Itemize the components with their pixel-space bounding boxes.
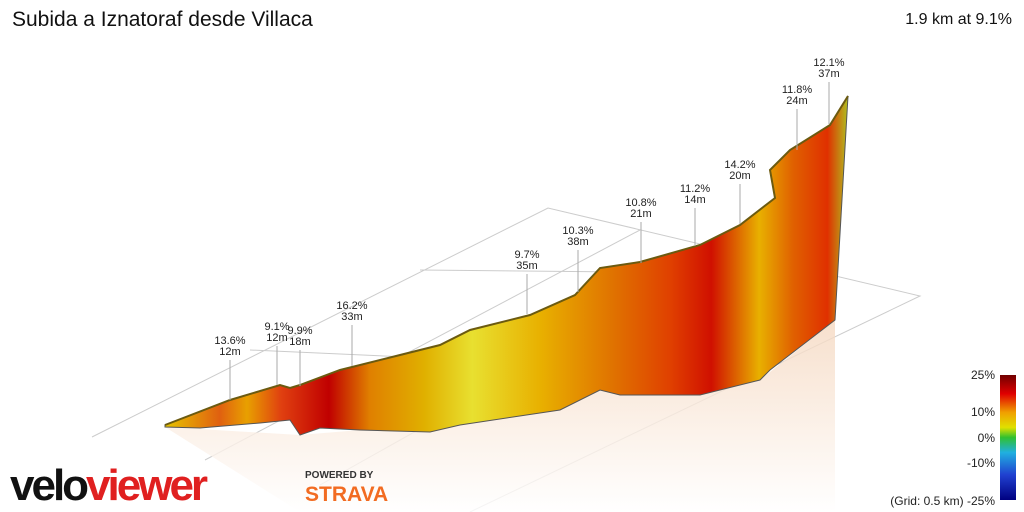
title: Subida a Iznatoraf desde Villaca [12,8,313,31]
length-label: 24m [786,95,807,107]
grid-note: (Grid: 0.5 km) -25% [890,494,995,508]
logo-b: viewer [86,461,208,510]
grade-label: 9.1% [264,321,289,333]
length-label: 12m [219,346,240,358]
legend-label: -25% [967,494,995,508]
grade-label: 11.8% [782,84,813,96]
powered-by: POWERED BY [305,470,374,481]
strava: STRAVA [305,483,388,506]
length-label: 12m [266,332,287,344]
grade-label: 9.9% [287,325,312,337]
grade-label: 13.6% [214,335,245,347]
length-label: 37m [818,68,839,80]
legend-label: -10% [967,456,995,470]
length-label: 38m [567,236,588,248]
legend-label: 0% [978,431,996,445]
length-label: 33m [341,311,362,323]
grid-note-text: (Grid: 0.5 km) [890,494,963,508]
grade-label: 10.8% [625,197,656,209]
grade-label: 9.7% [514,249,539,261]
length-label: 20m [729,170,750,182]
length-label: 35m [516,260,537,272]
length-label: 14m [684,194,705,206]
grade-label: 10.3% [562,225,593,237]
logo-a: velo [10,461,88,510]
logo: veloviewer [10,461,208,510]
grade-label: 11.2% [680,183,711,195]
legend-label: 10% [971,405,995,419]
legend-label: 25% [971,368,995,382]
profile-top [164,95,849,426]
length-label: 18m [289,336,310,348]
grade-label: 16.2% [336,300,367,312]
legend-bar [1000,375,1016,500]
length-label: 21m [630,208,651,220]
summary: 1.9 km at 9.1% [905,11,1012,28]
grade-label: 12.1% [813,57,844,69]
grade-label: 14.2% [724,159,755,171]
